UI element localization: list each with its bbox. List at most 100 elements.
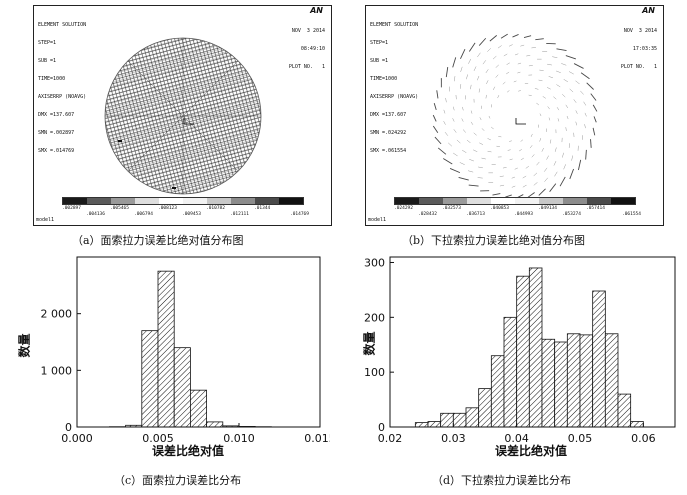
force-vector xyxy=(456,139,461,144)
force-vector xyxy=(492,55,497,60)
force-vector xyxy=(460,66,463,73)
histogram-bar xyxy=(630,421,644,428)
header-line: PLOT NO. 1 xyxy=(288,64,325,70)
histogram-bar xyxy=(427,421,442,428)
force-vector xyxy=(539,113,542,117)
force-vector xyxy=(522,175,527,179)
histogram-bar xyxy=(566,333,581,428)
force-vector xyxy=(470,84,472,90)
colorbar-label: .002897 xyxy=(62,206,81,211)
force-vector xyxy=(459,162,465,165)
force-vector xyxy=(548,76,554,79)
histogram-bar xyxy=(452,412,467,428)
colorbar-swatch xyxy=(563,198,587,204)
force-vector xyxy=(437,147,447,155)
ansys-logo: AN xyxy=(642,6,655,15)
force-vector xyxy=(507,149,511,151)
force-vector xyxy=(481,105,483,109)
force-vector xyxy=(562,93,566,98)
histogram-bar xyxy=(490,355,505,428)
histogram-bar xyxy=(516,275,530,428)
force-vector xyxy=(565,127,567,131)
force-vector xyxy=(481,128,485,131)
force-vector xyxy=(517,71,521,74)
header-line: PLOT NO. 1 xyxy=(620,64,657,70)
ansys-plot-b: ELEMENT SOLUTION STEP=1 SUB =1 TIME=1000… xyxy=(365,5,664,226)
force-vector xyxy=(492,193,501,196)
header-line: ELEMENT SOLUTION xyxy=(370,22,419,28)
force-vector xyxy=(584,124,586,129)
force-vector xyxy=(461,149,467,153)
model-footer: model1 xyxy=(36,217,55,223)
colorbar-swatch xyxy=(135,198,159,204)
force-vector xyxy=(482,60,487,65)
force-vector xyxy=(473,66,477,71)
colorbar-label: .005465 xyxy=(110,206,129,211)
axis-triad xyxy=(515,118,526,125)
colorbar-label: .040853 xyxy=(490,206,509,211)
colorbar-swatch xyxy=(587,198,611,204)
force-vector xyxy=(538,188,546,196)
force-vector xyxy=(434,136,442,145)
force-vector xyxy=(497,45,502,49)
force-vector xyxy=(544,177,548,182)
x-tick-label: 0.06 xyxy=(631,432,656,445)
histogram-bar xyxy=(617,393,632,428)
force-vector xyxy=(505,194,512,198)
force-vector xyxy=(586,82,594,90)
header-line: SMX =.014769 xyxy=(38,148,75,154)
force-vector xyxy=(562,152,564,158)
force-vector xyxy=(539,138,542,142)
force-vector xyxy=(489,35,498,42)
force-vector xyxy=(552,56,558,58)
colorbar-swatch xyxy=(63,198,87,204)
histogram-d: 0.02 0.03 0.04 0.05 0.06 0 100 200 300 xyxy=(364,256,676,445)
y-tick-label: 300 xyxy=(364,256,385,269)
force-vector xyxy=(519,149,522,152)
force-vector xyxy=(506,62,510,65)
header-line: ELEMENT SOLUTION xyxy=(38,22,87,28)
force-vector xyxy=(527,192,535,198)
colorbar-label: .009453 xyxy=(182,212,201,217)
force-vector xyxy=(473,132,477,136)
force-vector xyxy=(470,121,474,125)
force-vector xyxy=(433,103,437,110)
force-vector xyxy=(592,127,596,136)
histogram-bar xyxy=(440,412,454,428)
force-vector xyxy=(520,139,524,142)
force-vector xyxy=(508,44,513,47)
force-vector xyxy=(470,110,473,114)
colorbar-swatch xyxy=(611,198,635,204)
force-vector xyxy=(569,88,574,93)
force-vector xyxy=(568,71,574,75)
force-vector xyxy=(573,63,584,69)
force-vector xyxy=(458,176,469,181)
histogram-bar xyxy=(554,341,568,428)
force-vector xyxy=(449,168,461,174)
header-line: NOV 3 2014 xyxy=(623,28,657,34)
force-vector xyxy=(565,104,569,109)
force-vector xyxy=(565,55,577,60)
caption-b: （b）下拉索拉力误差比绝对值分布图 xyxy=(402,234,586,247)
force-vector xyxy=(547,63,552,66)
force-vector xyxy=(541,147,544,152)
force-vector xyxy=(506,71,510,75)
force-vector xyxy=(503,53,508,57)
force-vector xyxy=(526,55,531,57)
force-vector xyxy=(592,104,598,112)
force-vector xyxy=(509,158,513,161)
header-line: NOV 3 2014 xyxy=(291,28,325,34)
force-vector xyxy=(478,166,483,169)
force-vector xyxy=(443,109,446,114)
y-tick-label: 0 xyxy=(65,421,72,434)
header-line: SUB =1 xyxy=(370,58,389,64)
colorbar-swatch xyxy=(207,198,231,204)
histogram-bar xyxy=(579,334,594,428)
force-vector xyxy=(499,184,505,187)
force-vector xyxy=(487,150,492,153)
force-vector xyxy=(462,106,464,111)
force-vector xyxy=(445,97,447,103)
colorbar-label: .036713 xyxy=(466,212,485,217)
axis-triad xyxy=(183,118,194,125)
force-vector xyxy=(461,118,464,122)
